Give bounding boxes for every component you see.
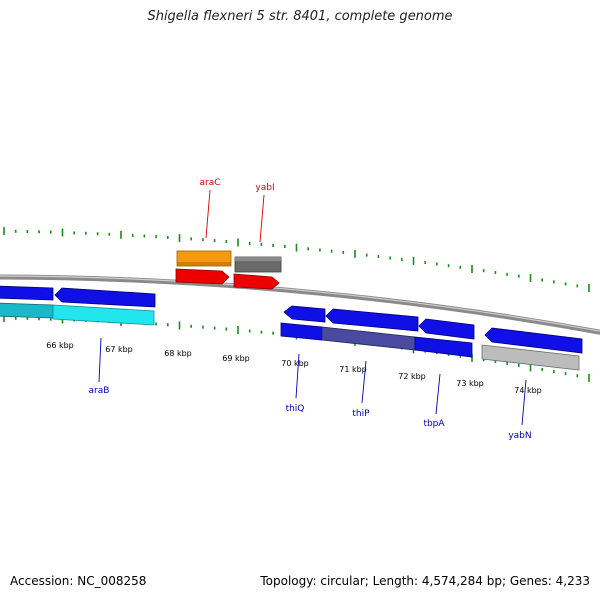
cyan-feature-araB[interactable] xyxy=(52,304,155,326)
ruler-label: 74 kbp xyxy=(514,386,542,395)
feature-dark-gray-highlight xyxy=(235,257,281,261)
gene-label-thiP[interactable]: thiP xyxy=(352,409,370,419)
label-leader-line xyxy=(521,379,527,426)
ruler-label: 70 kbp xyxy=(281,359,309,368)
label-leader-line xyxy=(435,373,441,415)
gene-yabN-arrow[interactable] xyxy=(484,327,583,354)
thiP-feature-lower[interactable] xyxy=(321,326,416,351)
gene-label-yabI[interactable]: yabI xyxy=(255,183,274,193)
yabN-feature-lower[interactable] xyxy=(481,344,580,371)
label-leader-line xyxy=(295,353,300,399)
reverse-gene-labels: araB thiQ thiP tbpA yabN xyxy=(89,337,532,441)
label-leader-line xyxy=(361,360,367,404)
ruler-label: 68 kbp xyxy=(164,349,192,358)
genome-backbone xyxy=(0,274,600,335)
tbpA-feature-lower[interactable] xyxy=(414,336,473,358)
gene-thiQ-arrow[interactable] xyxy=(283,305,326,323)
cyan-feature-left[interactable] xyxy=(0,302,54,319)
ruler-label: 71 kbp xyxy=(339,365,367,374)
genome-summary-text: Topology: circular; Length: 4,574,284 bp… xyxy=(260,574,590,588)
label-leader-line xyxy=(98,337,102,383)
gene-tbpA-arrow-upper[interactable] xyxy=(418,318,475,340)
label-leader-line xyxy=(259,194,265,243)
ruler-label: 72 kbp xyxy=(398,372,426,381)
gene-label-tbpA[interactable]: tbpA xyxy=(423,419,445,429)
label-leader-line xyxy=(205,189,211,239)
ruler-label: 67 kbp xyxy=(105,345,133,354)
gene-label-araC[interactable]: araC xyxy=(199,178,220,188)
upper-tick-row xyxy=(3,227,590,292)
gene-label-araB[interactable]: araB xyxy=(89,386,110,396)
forward-gene-labels: araC yabI xyxy=(199,178,275,243)
ruler-label: 69 kbp xyxy=(222,354,250,363)
gene-label-yabN[interactable]: yabN xyxy=(508,431,531,441)
gene-left-arrow-2[interactable] xyxy=(54,287,156,308)
thiQ-feature-lower[interactable] xyxy=(280,322,323,341)
ruler-labels: 66 kbp 67 kbp 68 kbp 69 kbp 70 kbp 71 kb… xyxy=(46,341,542,395)
gene-araC-arrow[interactable] xyxy=(175,268,230,285)
gene-label-thiQ[interactable]: thiQ xyxy=(286,404,305,414)
ruler-label: 66 kbp xyxy=(46,341,74,350)
reverse-feature-track xyxy=(0,285,583,371)
gene-yabI-arrow[interactable] xyxy=(233,273,280,290)
ruler-label: 73 kbp xyxy=(456,379,484,388)
gene-left-arrow-1[interactable] xyxy=(0,285,54,301)
feature-orange-shadow xyxy=(177,262,231,266)
gene-thiP-arrow[interactable] xyxy=(325,308,419,332)
forward-feature-track xyxy=(175,250,282,290)
map-title: Shigella flexneri 5 str. 8401, complete … xyxy=(147,9,453,24)
genome-backbone-highlight xyxy=(0,275,600,332)
accession-text: Accession: NC_008258 xyxy=(10,574,147,588)
